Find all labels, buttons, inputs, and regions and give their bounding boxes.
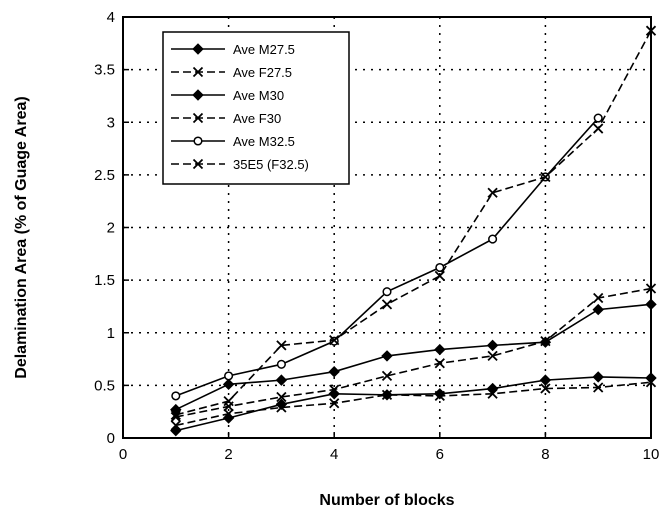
- data-point-diamond: [328, 365, 340, 378]
- x-tick-label: 6: [436, 446, 444, 463]
- series-line: [175, 287, 652, 418]
- x-axis-title: Number of blocks: [319, 492, 454, 509]
- data-point-x: [645, 377, 657, 388]
- data-point-x: [593, 382, 604, 393]
- series-3: [170, 298, 657, 416]
- data-point-x: [192, 158, 204, 170]
- legend-item: Ave M30: [171, 88, 284, 103]
- y-axis-title: Delamination Area (% of Guage Area): [13, 96, 30, 378]
- legend-item: Ave M32.5: [171, 134, 295, 149]
- data-point-x: [540, 383, 551, 394]
- y-tick-label: 1.5: [94, 272, 115, 289]
- data-point-circle: [224, 371, 234, 381]
- data-point-x: [381, 389, 393, 400]
- data-point-circle: [435, 262, 445, 273]
- data-point-diamond: [539, 374, 552, 386]
- data-point-diamond: [434, 388, 446, 400]
- data-point-x: [276, 391, 287, 403]
- x-tick-label: 8: [541, 446, 549, 463]
- data-point-x: [276, 340, 287, 351]
- x-tick-label: 4: [330, 446, 338, 463]
- y-tick-label: 4: [107, 9, 115, 26]
- data-point-diamond: [486, 339, 499, 352]
- data-point-x: [645, 283, 657, 294]
- data-point-circle: [488, 234, 498, 244]
- series-lines: [170, 25, 657, 437]
- legend-item: Ave F30: [171, 111, 281, 126]
- data-point-diamond: [592, 371, 604, 383]
- data-point-circle: [171, 391, 181, 401]
- data-point-diamond: [275, 374, 288, 386]
- legend-label: Ave M30: [233, 88, 284, 103]
- data-point-x: [381, 299, 393, 310]
- x-tick-label: 10: [643, 446, 659, 463]
- data-point-x: [329, 334, 340, 346]
- data-point-x: [329, 398, 340, 409]
- data-point-x: [170, 420, 181, 431]
- series-1: [170, 371, 657, 437]
- legend-label: Ave M32.5: [233, 134, 295, 149]
- data-point-diamond: [192, 89, 204, 101]
- data-point-x: [487, 388, 498, 399]
- data-point-x: [487, 187, 498, 198]
- legend-label: 35E5 (F32.5): [233, 157, 309, 172]
- data-point-diamond: [645, 298, 657, 311]
- series-line: [175, 376, 652, 432]
- data-point-x: [192, 66, 204, 78]
- y-tick-label: 1: [107, 325, 115, 342]
- legend-item: Ave F27.5: [171, 65, 292, 80]
- data-point-x: [434, 358, 445, 369]
- x-tick-label: 0: [119, 446, 127, 463]
- data-point-x: [170, 409, 181, 420]
- data-point-x: [223, 408, 234, 419]
- data-point-diamond: [192, 43, 204, 55]
- series-2: [170, 377, 657, 431]
- legend-label: Ave F30: [233, 111, 281, 126]
- y-tick-label: 3.5: [94, 62, 115, 79]
- data-point-circle: [276, 359, 286, 369]
- legend-label: Ave M27.5: [233, 42, 295, 57]
- data-point-x: [223, 396, 234, 407]
- series-line: [175, 381, 652, 427]
- y-tick-label: 0: [107, 430, 115, 447]
- data-point-x: [192, 112, 204, 124]
- data-point-diamond: [381, 350, 393, 362]
- y-tick-label: 2: [107, 220, 115, 237]
- x-tick-label: 2: [224, 446, 232, 463]
- legend-item: Ave M27.5: [171, 42, 295, 57]
- data-point-x: [434, 390, 445, 402]
- legend-label: Ave F27.5: [233, 65, 292, 80]
- data-point-circle: [593, 113, 603, 123]
- data-point-x: [276, 402, 287, 413]
- data-point-x: [381, 370, 393, 382]
- data-point-x: [593, 292, 604, 304]
- data-point-x: [540, 171, 551, 183]
- data-point-x: [487, 350, 498, 362]
- series-4: [170, 283, 657, 423]
- data-point-x: [329, 384, 340, 395]
- legend-box: [162, 31, 350, 185]
- data-point-x: [645, 25, 657, 36]
- y-tick-label: 3: [107, 114, 115, 131]
- data-point-diamond: [486, 382, 499, 395]
- legend-item: 35E5 (F32.5): [171, 157, 309, 172]
- data-point-diamond: [434, 343, 446, 356]
- y-tick-label: 2.5: [94, 167, 115, 184]
- legend: Ave M27.5 Ave F27.5 Ave M30 Ave F30 Ave M32.…: [162, 31, 350, 185]
- tick-labels: 0 2 4 6 8 10 0 0.5 1 1.5 2 2.5 3 3.5 4: [94, 9, 659, 463]
- y-tick-label: 0.5: [94, 377, 115, 394]
- data-point-x: [540, 336, 551, 347]
- series-6: [170, 25, 657, 420]
- data-point-x: [434, 270, 445, 282]
- data-point-diamond: [222, 378, 235, 391]
- data-point-circle: [193, 136, 203, 146]
- series-line: [175, 30, 652, 416]
- series-line: [175, 303, 652, 411]
- data-point-circle: [382, 287, 392, 297]
- data-point-diamond: [592, 303, 604, 316]
- data-point-diamond: [170, 424, 182, 437]
- data-point-x: [593, 123, 604, 134]
